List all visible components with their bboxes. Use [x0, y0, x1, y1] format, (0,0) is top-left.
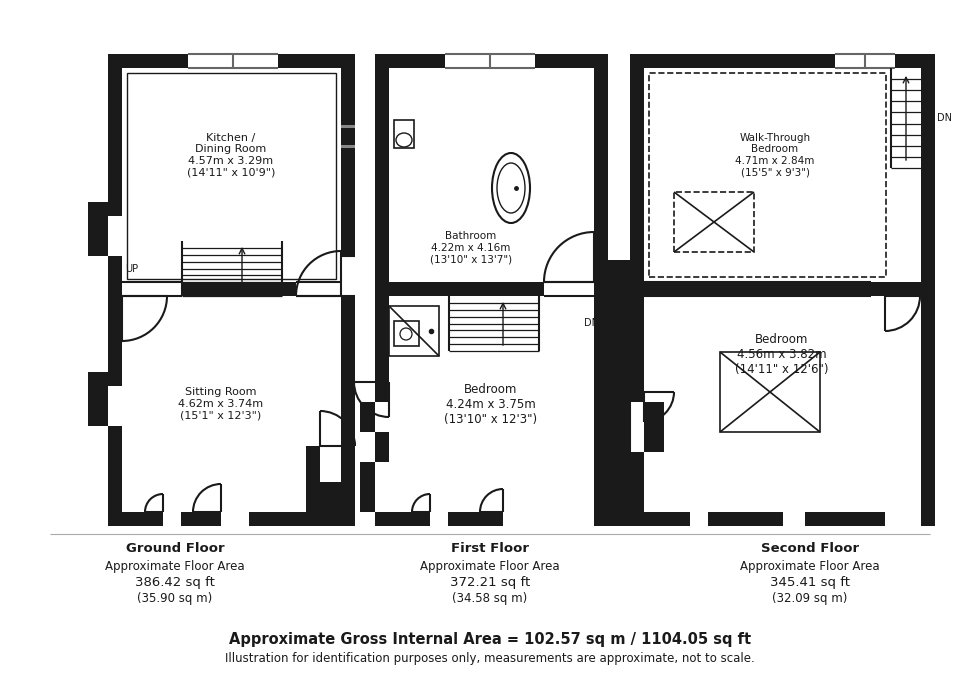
- Bar: [594, 54, 608, 526]
- Bar: [544, 282, 594, 296]
- Ellipse shape: [497, 163, 525, 213]
- Text: Sitting Room
4.62m x 3.74m
(15'1" x 12'3"): Sitting Room 4.62m x 3.74m (15'1" x 12'3…: [178, 387, 264, 421]
- Bar: [88, 412, 108, 426]
- Bar: [644, 282, 871, 296]
- Text: Approximate Gross Internal Area = 102.57 sq m / 1104.05 sq ft: Approximate Gross Internal Area = 102.57…: [229, 632, 751, 647]
- Bar: [88, 372, 108, 386]
- Text: (35.90 sq m): (35.90 sq m): [137, 592, 213, 605]
- Bar: [88, 386, 102, 426]
- Bar: [88, 242, 108, 256]
- Bar: [720, 352, 820, 432]
- Text: UP: UP: [624, 262, 637, 272]
- Bar: [708, 512, 783, 526]
- Bar: [188, 54, 278, 68]
- Bar: [341, 145, 355, 148]
- Text: 372.21 sq ft: 372.21 sq ft: [450, 576, 530, 589]
- Bar: [835, 54, 895, 68]
- Bar: [375, 54, 608, 68]
- Bar: [608, 260, 622, 526]
- Bar: [921, 54, 935, 526]
- Bar: [674, 192, 754, 252]
- Text: Walk-Through
Bedroom
4.71m x 2.84m
(15'5" x 9'3"): Walk-Through Bedroom 4.71m x 2.84m (15'5…: [735, 133, 814, 178]
- Bar: [108, 54, 355, 68]
- Bar: [249, 512, 306, 526]
- Bar: [630, 54, 935, 68]
- Ellipse shape: [492, 153, 530, 223]
- Bar: [360, 498, 375, 512]
- Text: First Floor: First Floor: [451, 542, 529, 555]
- Text: Kitchen /
Dining Room
4.57m x 3.29m
(14'11" x 10'9"): Kitchen / Dining Room 4.57m x 3.29m (14'…: [187, 133, 275, 178]
- Text: DN: DN: [584, 318, 599, 328]
- Text: (34.58 sq m): (34.58 sq m): [453, 592, 527, 605]
- Bar: [630, 512, 690, 526]
- Bar: [448, 512, 503, 526]
- Bar: [306, 446, 320, 526]
- Text: Approximate Floor Area: Approximate Floor Area: [105, 560, 245, 573]
- Text: Bedroom
4.24m x 3.75m
(13'10" x 12'3"): Bedroom 4.24m x 3.75m (13'10" x 12'3"): [445, 382, 538, 425]
- Bar: [360, 402, 375, 416]
- Bar: [389, 282, 594, 296]
- Bar: [394, 120, 414, 148]
- Bar: [644, 402, 664, 452]
- Bar: [375, 512, 430, 526]
- Bar: [108, 512, 163, 526]
- Bar: [360, 418, 375, 432]
- Bar: [88, 386, 108, 426]
- Bar: [360, 462, 375, 512]
- Bar: [341, 256, 355, 296]
- Bar: [108, 386, 122, 426]
- Text: Illustration for identification purposes only, measurements are approximate, not: Illustration for identification purposes…: [225, 652, 755, 665]
- Bar: [181, 512, 221, 526]
- Bar: [127, 73, 336, 279]
- Bar: [445, 54, 535, 68]
- Text: 386.42 sq ft: 386.42 sq ft: [135, 576, 215, 589]
- Bar: [360, 402, 375, 432]
- Text: Approximate Floor Area: Approximate Floor Area: [420, 560, 560, 573]
- Text: UP: UP: [125, 264, 138, 273]
- Bar: [122, 282, 182, 296]
- Bar: [360, 462, 375, 476]
- Bar: [341, 54, 355, 446]
- Text: 345.41 sq ft: 345.41 sq ft: [770, 576, 850, 589]
- Ellipse shape: [396, 133, 412, 147]
- Ellipse shape: [400, 328, 412, 340]
- Bar: [108, 54, 122, 526]
- Bar: [861, 282, 921, 296]
- Bar: [921, 512, 935, 526]
- Bar: [630, 402, 644, 452]
- Bar: [375, 462, 389, 512]
- Text: Bedroom
4.56m x 3.82m
(14'11" x 12'6"): Bedroom 4.56m x 3.82m (14'11" x 12'6"): [735, 332, 829, 375]
- Bar: [296, 282, 341, 296]
- Text: Approximate Floor Area: Approximate Floor Area: [740, 560, 880, 573]
- Bar: [88, 216, 102, 256]
- Bar: [389, 306, 439, 356]
- Bar: [375, 402, 389, 432]
- Bar: [594, 512, 608, 526]
- Bar: [108, 216, 122, 256]
- Text: Second Floor: Second Floor: [760, 542, 859, 555]
- Bar: [630, 54, 644, 526]
- Bar: [649, 73, 886, 277]
- Bar: [341, 125, 355, 128]
- Bar: [622, 260, 636, 526]
- Bar: [306, 482, 355, 526]
- Bar: [88, 202, 108, 216]
- Bar: [88, 216, 108, 256]
- Bar: [341, 68, 355, 188]
- Bar: [394, 321, 419, 346]
- Bar: [122, 282, 341, 296]
- Text: Bathroom
4.22m x 4.16m
(13'10" x 13'7"): Bathroom 4.22m x 4.16m (13'10" x 13'7"): [430, 231, 513, 264]
- Text: DN: DN: [937, 113, 952, 123]
- Bar: [805, 512, 885, 526]
- Text: Ground Floor: Ground Floor: [125, 542, 224, 555]
- Bar: [341, 446, 355, 526]
- Bar: [375, 54, 389, 526]
- Text: (32.09 sq m): (32.09 sq m): [772, 592, 848, 605]
